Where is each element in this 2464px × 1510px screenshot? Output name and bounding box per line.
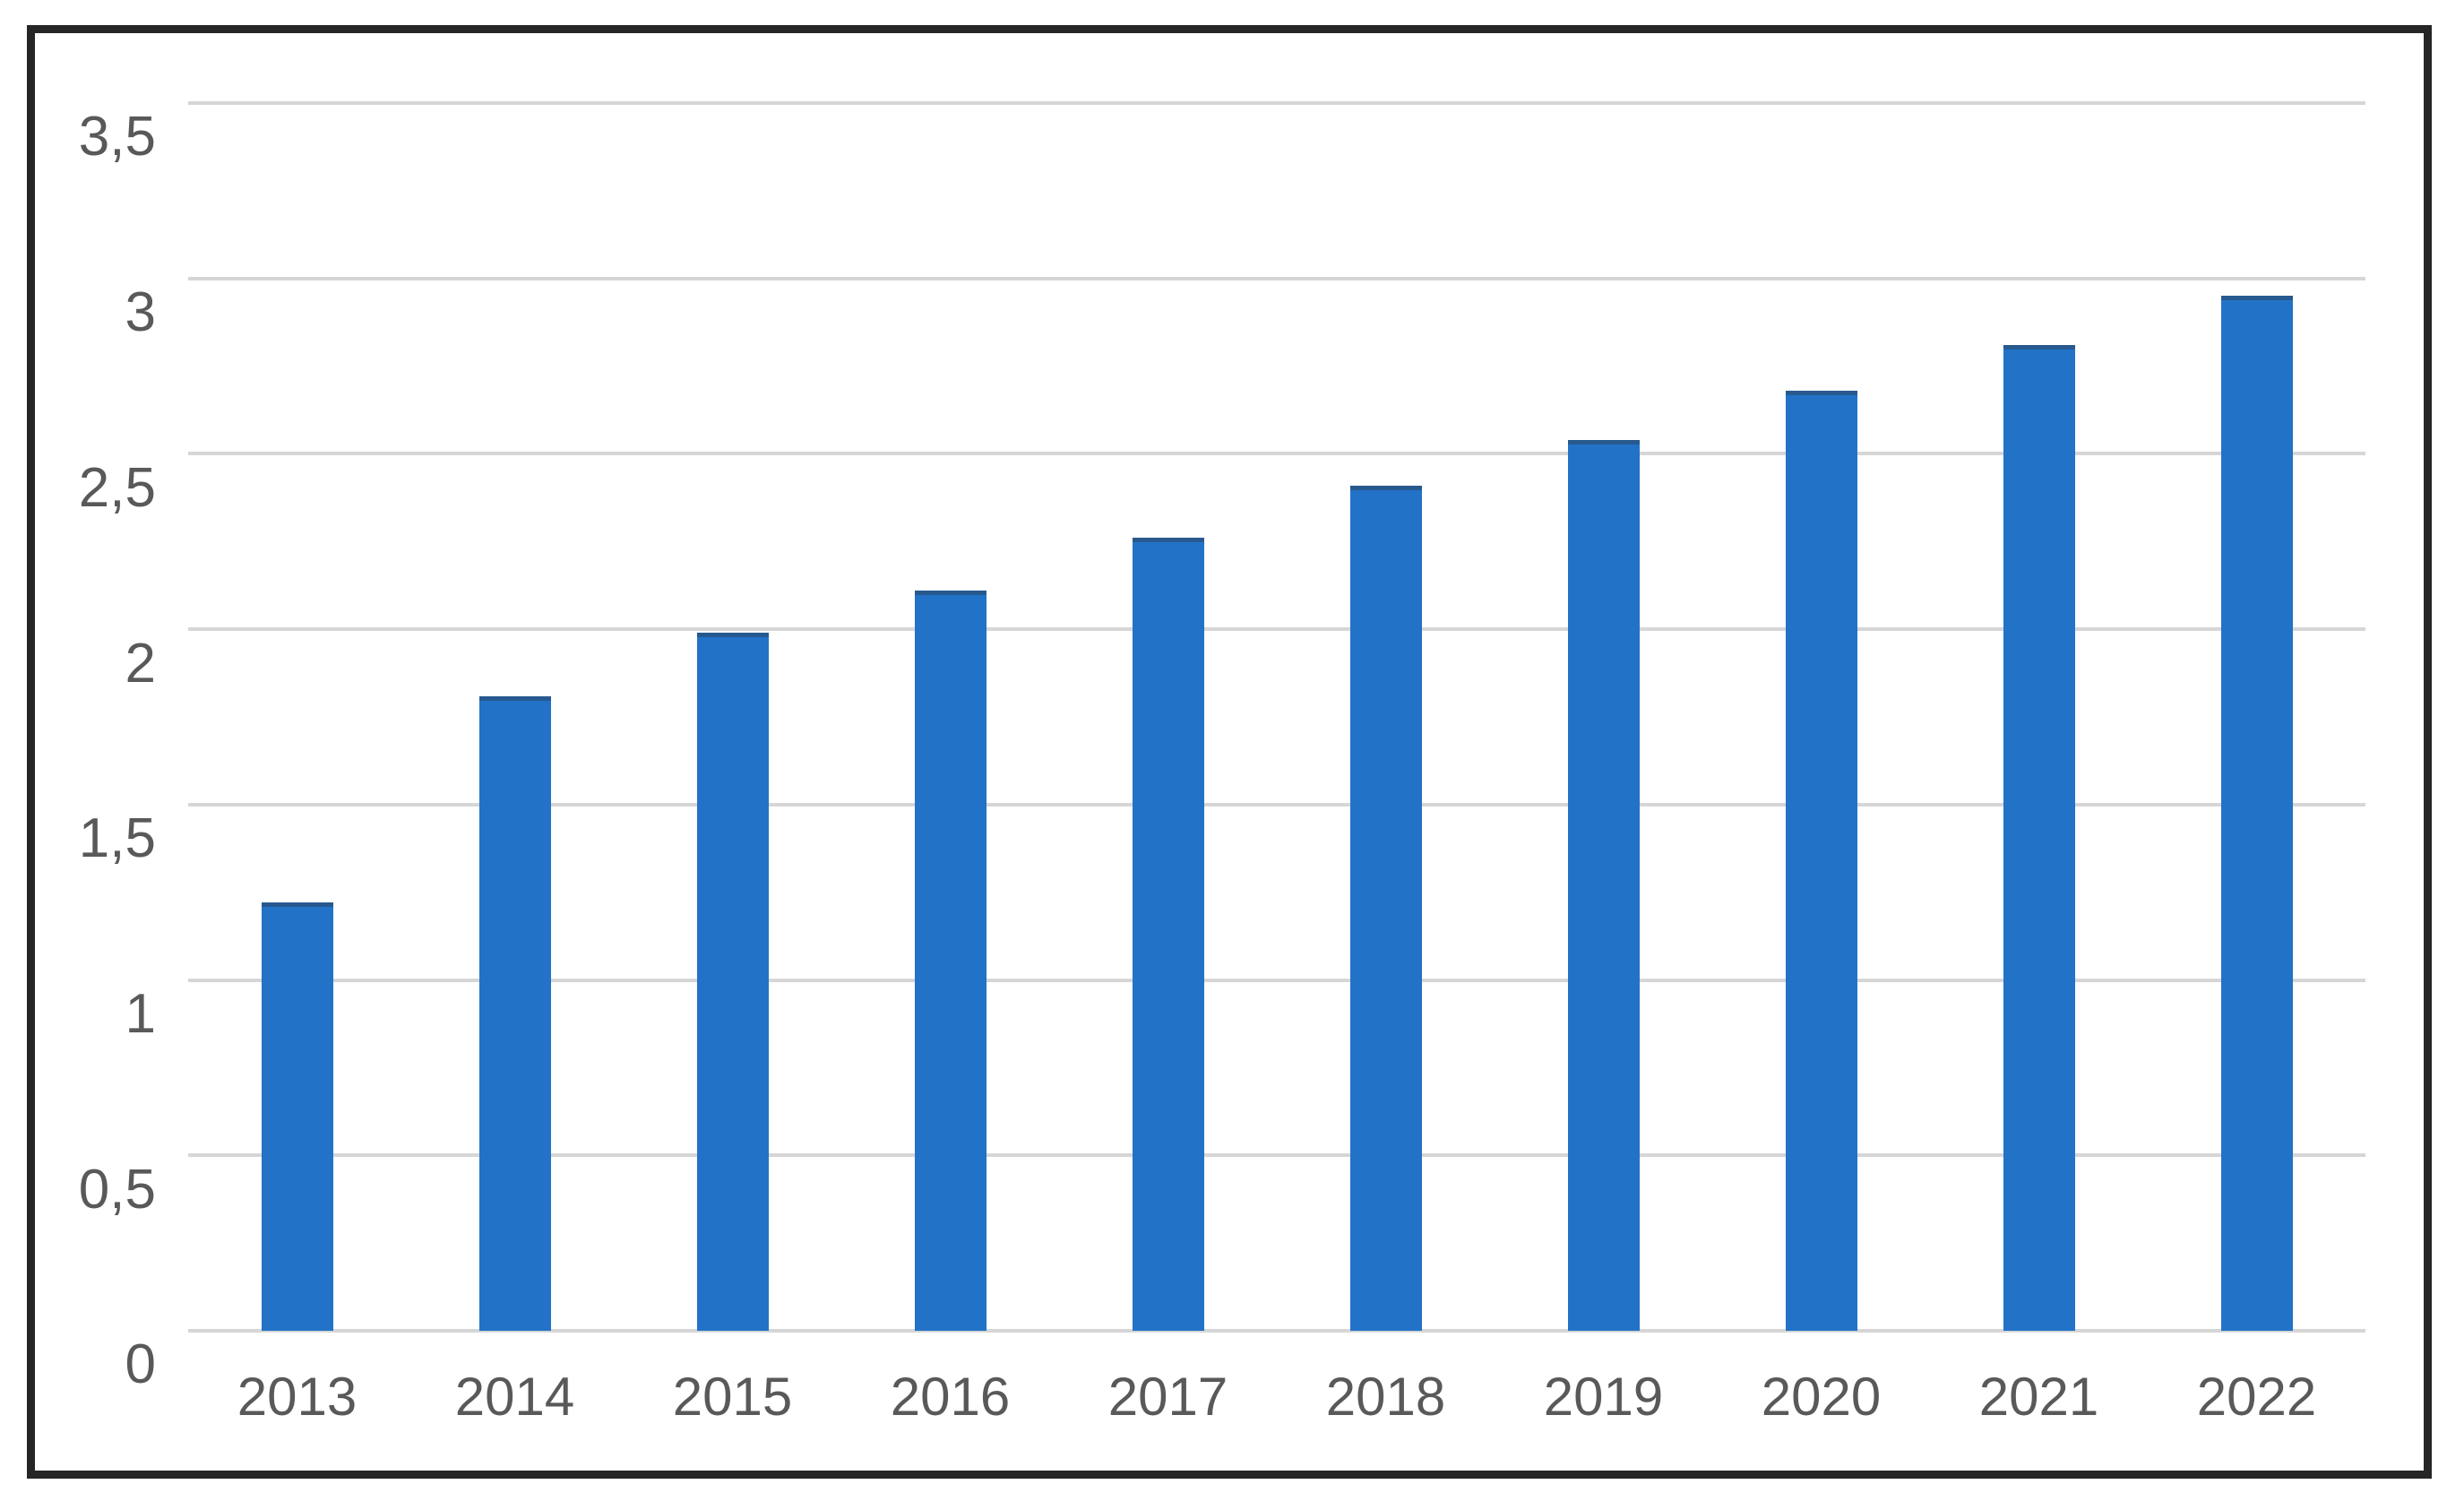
bar-2019 <box>1567 439 1640 1331</box>
bar-2015 <box>696 633 769 1331</box>
bar-slot-2013 <box>188 103 406 1331</box>
gridline-3,5 <box>188 101 2365 105</box>
gridline-1 <box>188 978 2365 982</box>
x-tick-label-2021: 2021 <box>1978 1367 2099 1427</box>
bar-2021 <box>2003 345 2075 1331</box>
x-tick-label-2013: 2013 <box>237 1367 358 1427</box>
bar-2020 <box>1785 390 1857 1331</box>
bar-slot-2017 <box>1059 103 1277 1331</box>
x-tick-label-2018: 2018 <box>1325 1367 1446 1427</box>
bar-slot-2016 <box>841 103 1059 1331</box>
y-tick-label-3: 3 <box>125 281 156 344</box>
bar-slot-2014 <box>406 103 624 1331</box>
bar-slot-2020 <box>1712 103 1930 1331</box>
plot-area: 0 0,5 1 1,5 2 2,5 3 3,5 2013 2014 2015 2016 2017 2018… <box>79 101 2365 1424</box>
gridline-2 <box>188 627 2365 632</box>
x-tick-label-2014: 2014 <box>454 1367 575 1427</box>
bar-2013 <box>261 902 333 1331</box>
bar-2014 <box>478 695 551 1331</box>
y-tick-label-1: 1 <box>125 983 156 1046</box>
gridline-3 <box>188 276 2365 280</box>
chart-border-frame: 0 0,5 1 1,5 2 2,5 3 3,5 2013 2014 2015 2016 2017 2018… <box>27 25 2432 1479</box>
bar-slot-2018 <box>1277 103 1495 1331</box>
bar-2018 <box>1349 485 1422 1331</box>
x-tick-label-2020: 2020 <box>1761 1367 1882 1427</box>
y-tick-label-3,5: 3,5 <box>78 106 156 168</box>
bar-2022 <box>2220 296 2293 1331</box>
gridline-0 <box>188 1329 2365 1333</box>
bar-slot-2022 <box>2148 103 2365 1331</box>
gridline-0,5 <box>188 1153 2365 1158</box>
y-tick-label-0,5: 0,5 <box>78 1158 156 1221</box>
y-tick-label-1,5: 1,5 <box>78 807 156 870</box>
y-tick-label-0: 0 <box>125 1333 156 1396</box>
bar-slot-2021 <box>1930 103 2148 1331</box>
bars-row <box>188 103 2365 1331</box>
bar-2016 <box>914 591 986 1331</box>
gridline-1,5 <box>188 802 2365 807</box>
bar-2017 <box>1132 538 1204 1331</box>
x-tick-label-2022: 2022 <box>2196 1367 2317 1427</box>
x-tick-label-2017: 2017 <box>1107 1367 1228 1427</box>
x-tick-label-2016: 2016 <box>890 1367 1011 1427</box>
gridline-2,5 <box>188 452 2365 456</box>
y-tick-label-2: 2 <box>125 632 156 695</box>
bar-slot-2019 <box>1495 103 1712 1331</box>
x-tick-label-2015: 2015 <box>672 1367 793 1427</box>
y-tick-label-2,5: 2,5 <box>78 456 156 519</box>
x-tick-label-2019: 2019 <box>1543 1367 1664 1427</box>
x-axis-labels: 2013 2014 2015 2016 2017 2018 2019 2020 2021 2022 <box>188 1370 2365 1424</box>
bar-slot-2015 <box>624 103 841 1331</box>
